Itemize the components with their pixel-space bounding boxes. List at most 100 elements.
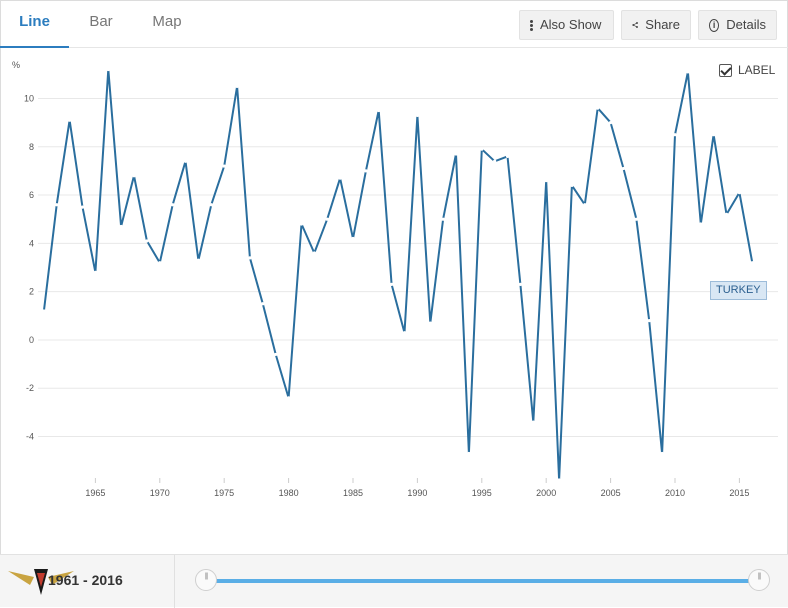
data-point[interactable] (428, 321, 432, 325)
info-icon: i (709, 18, 720, 32)
y-tick-label: 4 (29, 238, 34, 248)
data-point[interactable] (325, 217, 329, 221)
range-bar: 1961 - 2016 (0, 554, 788, 608)
y-tick-label: 8 (29, 142, 34, 152)
data-point[interactable] (132, 174, 136, 178)
data-point[interactable] (686, 70, 690, 74)
data-point[interactable] (544, 178, 548, 183)
year-range-text: 1961 - 2016 (48, 572, 123, 588)
slider-handle-end[interactable] (748, 569, 770, 591)
label-toggle[interactable]: LABEL (719, 63, 775, 77)
watermark-logo (8, 569, 74, 595)
y-tick-label: 0 (29, 335, 34, 345)
data-point[interactable] (750, 261, 754, 265)
y-tick-label: 2 (29, 287, 34, 297)
data-point[interactable] (222, 164, 226, 168)
data-point[interactable] (68, 118, 72, 122)
y-tick-label: 10 (24, 93, 34, 103)
y-tick-labels: -4 -2 0 2 4 6 8 10 (24, 93, 34, 441)
data-point[interactable] (699, 222, 703, 226)
data-point[interactable] (557, 478, 561, 482)
data-point[interactable] (196, 258, 201, 262)
data-point[interactable] (338, 176, 342, 180)
x-tick-label: 1990 (407, 488, 427, 498)
data-point[interactable] (55, 203, 59, 207)
tab-bar[interactable]: Bar (89, 13, 113, 30)
data-point[interactable] (634, 217, 638, 221)
data-point[interactable] (261, 302, 265, 306)
x-tick-labels: 1965 1970 1975 1980 1985 1990 1995 2000 2005 2010… (85, 488, 749, 498)
data-point[interactable] (286, 396, 291, 400)
data-point[interactable] (621, 166, 626, 171)
data-point[interactable] (493, 159, 497, 163)
x-tick-label: 1975 (214, 488, 234, 498)
x-tick-marks (94, 478, 740, 483)
data-point[interactable] (390, 282, 394, 287)
data-point[interactable] (596, 106, 600, 110)
data-point[interactable] (364, 169, 368, 173)
data-point[interactable] (158, 261, 162, 265)
share-label: Share (645, 17, 680, 32)
data-point[interactable] (145, 239, 149, 243)
y-tick-label: -4 (26, 432, 34, 442)
x-tick-label: 1965 (85, 488, 105, 498)
tab-map[interactable]: Map (152, 13, 182, 30)
data-point[interactable] (235, 84, 239, 88)
data-point[interactable] (712, 133, 716, 137)
data-point[interactable] (480, 147, 484, 151)
data-point[interactable] (119, 224, 123, 229)
range-divider (174, 555, 175, 608)
details-label: Details (726, 17, 766, 32)
data-point[interactable] (299, 222, 304, 226)
slider-handle-start[interactable] (195, 569, 217, 591)
series-line-turkey (42, 68, 754, 481)
data-point[interactable] (351, 236, 355, 241)
x-tick-label: 2015 (729, 488, 749, 498)
data-point[interactable] (80, 205, 85, 209)
data-point[interactable] (248, 256, 252, 260)
data-point[interactable] (608, 121, 613, 125)
data-point[interactable] (583, 203, 587, 207)
gridlines (38, 97, 778, 438)
data-point[interactable] (415, 113, 419, 117)
data-point[interactable] (505, 154, 510, 159)
data-point[interactable] (660, 451, 664, 456)
data-points (42, 67, 754, 482)
share-icon (632, 22, 638, 28)
data-point[interactable] (724, 212, 729, 216)
share-button[interactable]: Share (621, 10, 691, 40)
x-tick-label: 2005 (601, 488, 621, 498)
data-point[interactable] (454, 152, 458, 156)
details-button[interactable]: i Details (698, 10, 777, 40)
x-tick-label: 2010 (665, 488, 685, 498)
y-axis-label: % (12, 60, 20, 70)
data-point[interactable] (171, 203, 175, 207)
data-point[interactable] (531, 420, 535, 424)
label-toggle-text: LABEL (738, 63, 776, 77)
data-point[interactable] (42, 309, 46, 313)
label-checkbox[interactable] (719, 63, 732, 77)
series-label-turkey[interactable]: TURKEY (710, 281, 767, 300)
data-point[interactable] (274, 352, 278, 357)
data-point[interactable] (673, 133, 677, 137)
data-point[interactable] (312, 251, 316, 255)
year-range-slider[interactable] (206, 579, 759, 583)
data-point[interactable] (441, 217, 445, 221)
y-tick-label: -2 (26, 383, 34, 393)
tab-line[interactable]: Line (0, 0, 69, 48)
data-point[interactable] (377, 108, 381, 113)
x-tick-label: 2000 (536, 488, 556, 498)
data-point[interactable] (647, 319, 651, 323)
data-point[interactable] (93, 270, 97, 274)
data-point[interactable] (106, 67, 110, 72)
data-point[interactable] (737, 191, 741, 195)
x-tick-label: 1985 (343, 488, 363, 498)
data-point[interactable] (402, 331, 407, 335)
data-point[interactable] (209, 203, 213, 207)
also-show-button[interactable]: Also Show (519, 10, 614, 40)
data-point[interactable] (467, 451, 471, 456)
data-point[interactable] (570, 183, 574, 187)
data-point[interactable] (518, 282, 523, 287)
data-point[interactable] (183, 159, 188, 163)
